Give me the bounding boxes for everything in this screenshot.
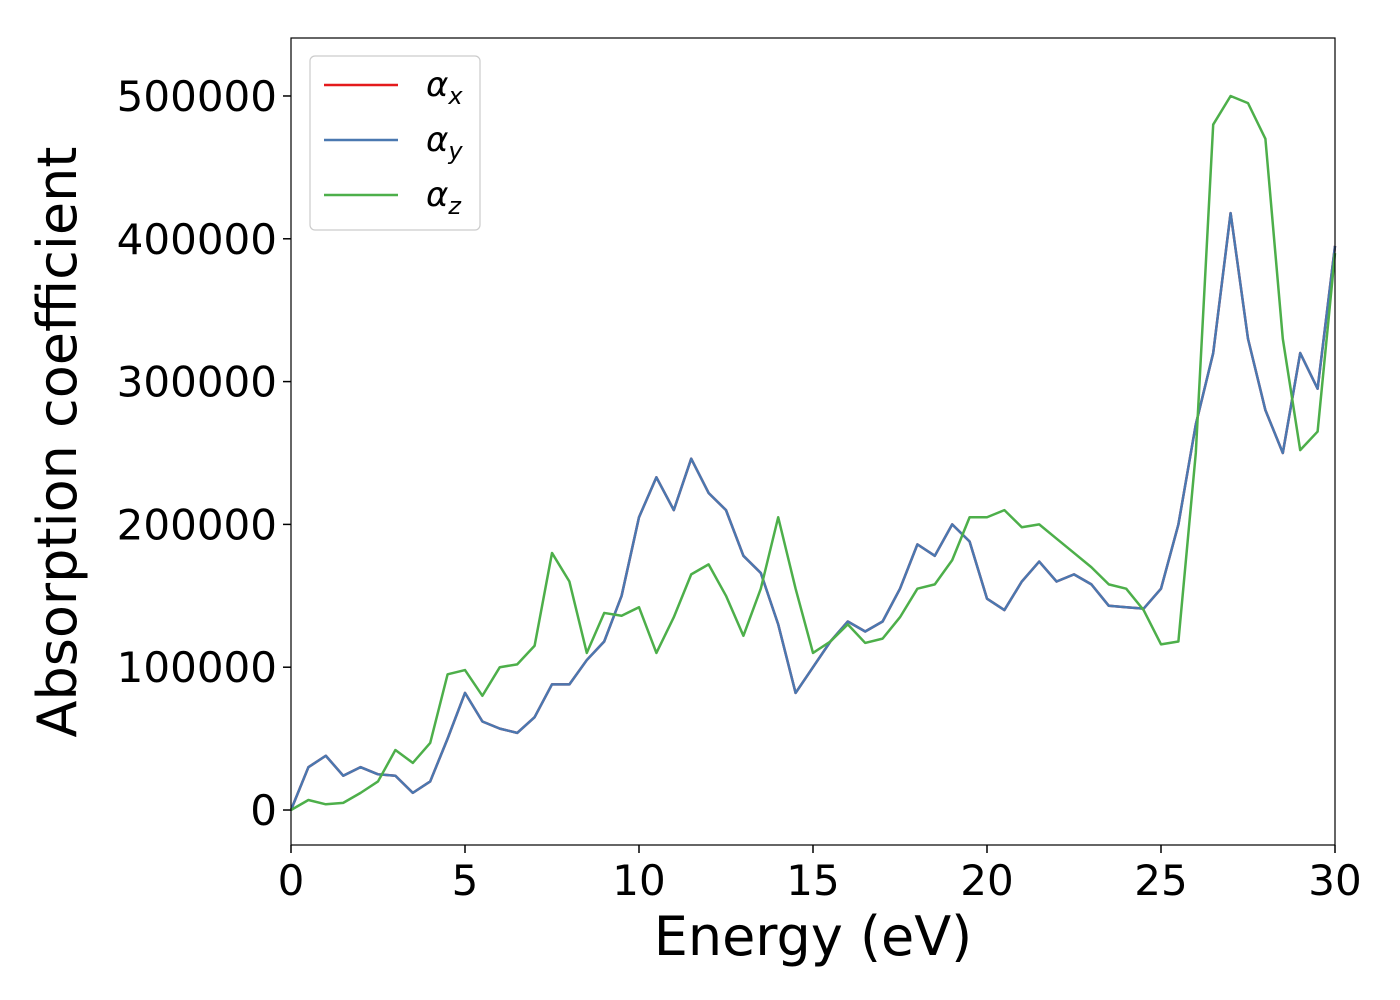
x-tick-label: 10 <box>612 856 665 905</box>
x-axis-label: Energy (eV) <box>654 905 973 968</box>
legend-label: αx <box>426 65 463 110</box>
x-tick-label: 15 <box>786 856 839 905</box>
y-tick-label: 0 <box>250 786 277 835</box>
y-tick-label: 500000 <box>117 72 277 121</box>
x-tick-label: 5 <box>452 856 479 905</box>
legend-label: αz <box>426 175 462 220</box>
data-line <box>289 211 1337 811</box>
x-tick-label: 20 <box>960 856 1013 905</box>
plot-frame <box>290 37 1336 846</box>
y-axis-label: Absorption coefficient <box>26 147 89 738</box>
legend-box <box>309 55 481 231</box>
data-line <box>290 94 1337 812</box>
x-tick-label: 0 <box>278 856 305 905</box>
y-tick-label: 100000 <box>117 643 277 692</box>
data-line <box>289 211 1337 811</box>
x-tick-label: 30 <box>1308 856 1361 905</box>
y-tick-label: 400000 <box>117 215 277 264</box>
x-tick-label: 25 <box>1134 856 1187 905</box>
y-tick-label: 300000 <box>117 358 277 407</box>
y-tick-label: 200000 <box>117 500 277 549</box>
legend-label: αy <box>426 120 463 165</box>
